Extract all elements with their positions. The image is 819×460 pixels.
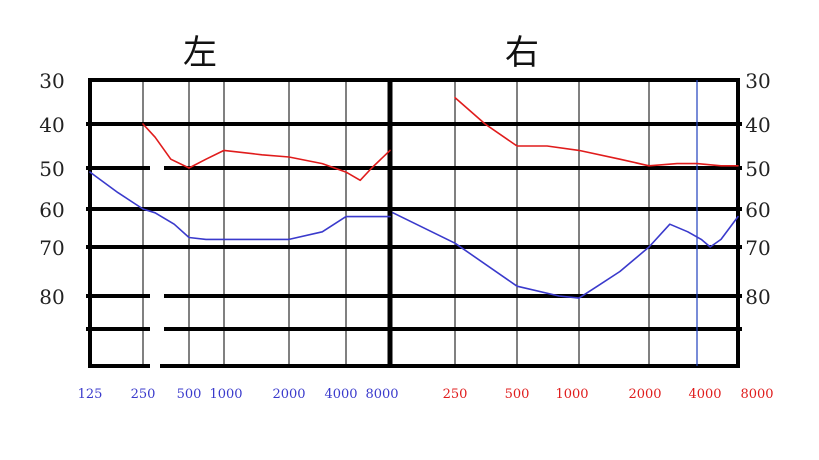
- y-tick-label: 40: [745, 113, 770, 137]
- x-tick-label: 125: [78, 387, 103, 402]
- chart-grid: [86, 78, 742, 369]
- x-tick-label: 8000: [365, 387, 398, 402]
- chart-labels: 左 125 250 500 1000 2000 4000 8000 30 40 50 60 70 80 右 2…: [39, 33, 773, 402]
- grid-gap: [150, 165, 164, 171]
- x-tick-label: 8000: [740, 387, 773, 402]
- panel-title-0: 左: [183, 33, 217, 73]
- chart-series: [89, 96, 739, 299]
- x-tick-label: 250: [131, 387, 156, 402]
- y-tick-label: 80: [745, 285, 770, 309]
- grid-gap: [150, 326, 164, 332]
- y-tick-label: 50: [39, 157, 64, 181]
- y-tick-label: 30: [39, 69, 64, 93]
- chart-frame: [88, 78, 740, 368]
- x-tick-label: 2000: [272, 387, 305, 402]
- y-tick-label: 70: [39, 236, 64, 260]
- x-tick-label: 1000: [555, 387, 588, 402]
- series-line-0-0: [142, 123, 391, 182]
- y-tick-label: 80: [39, 285, 64, 309]
- grid-gap: [150, 293, 164, 299]
- grid-gap: [150, 363, 160, 369]
- x-tick-label: 500: [505, 387, 530, 402]
- x-tick-label: 4000: [324, 387, 357, 402]
- x-tick-label: 250: [443, 387, 468, 402]
- x-tick-label: 500: [177, 387, 202, 402]
- y-tick-label: 70: [745, 236, 770, 260]
- y-tick-label: 30: [745, 69, 770, 93]
- series-line-1-0: [454, 96, 739, 167]
- series-line-1-1: [392, 212, 739, 299]
- y-tick-label: 50: [745, 157, 770, 181]
- y-tick-label: 40: [39, 113, 64, 137]
- x-tick-label: 1000: [209, 387, 242, 402]
- x-tick-label: 4000: [688, 387, 721, 402]
- x-tick-label: 2000: [628, 387, 661, 402]
- panel-title-1: 右: [505, 33, 539, 73]
- series-line-0-1: [89, 171, 391, 241]
- y-tick-label: 60: [745, 198, 770, 222]
- y-tick-label: 60: [39, 198, 64, 222]
